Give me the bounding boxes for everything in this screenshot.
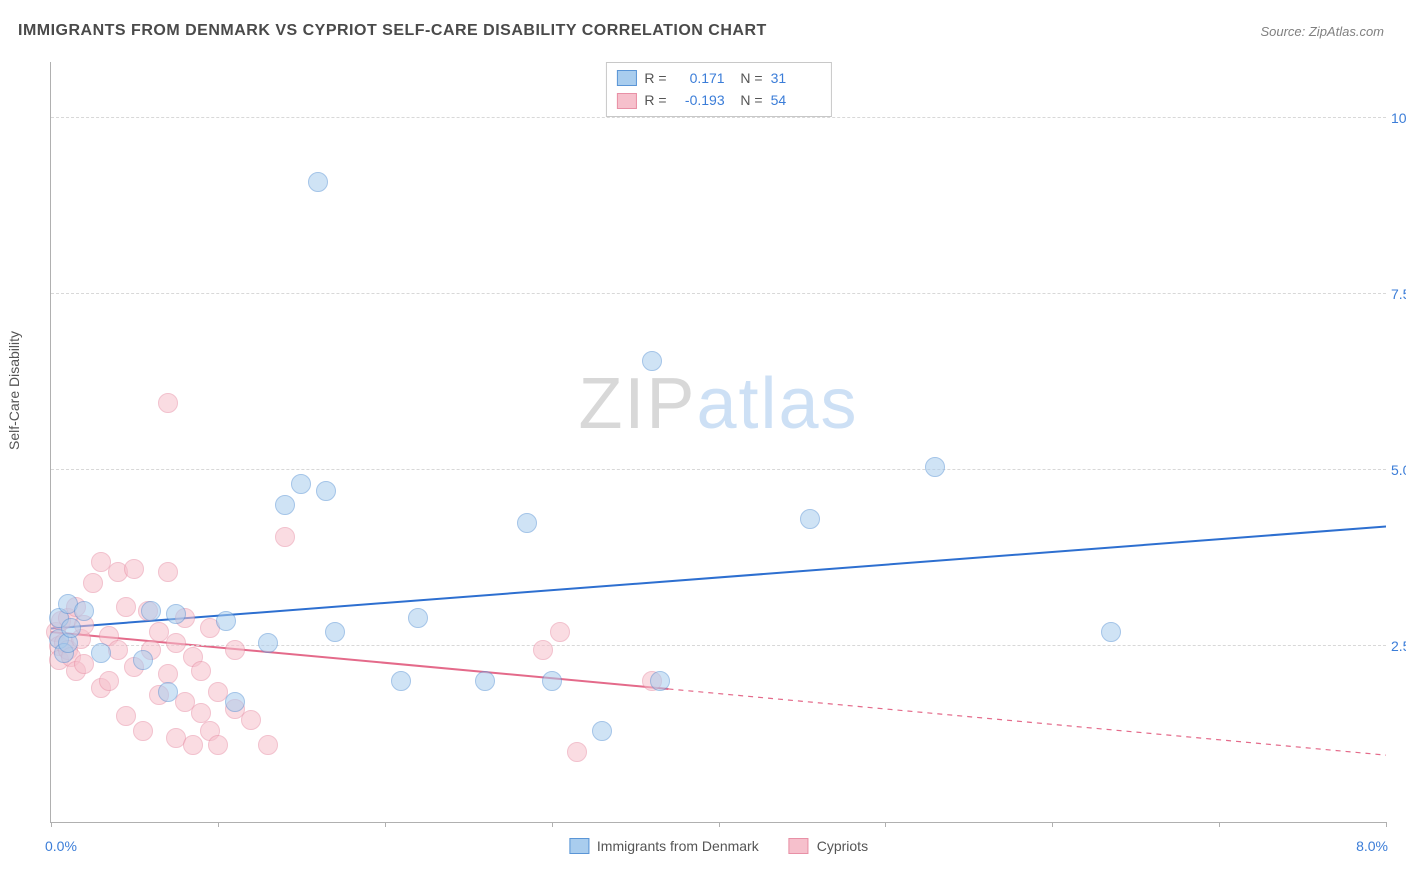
legend-row-series-1: R = -0.193 N = 54 [616,89,820,111]
data-point [316,481,336,501]
y-tick-label: 2.5% [1391,638,1406,654]
trend-line-dashed [668,689,1386,755]
legend-n-label-0: N = [733,67,763,89]
data-point [108,640,128,660]
x-tick [218,822,219,827]
legend-r-value-1: -0.193 [675,89,725,111]
x-tick [552,822,553,827]
gridline-h [51,645,1386,646]
data-point [475,671,495,691]
data-point [133,650,153,670]
data-point [542,671,562,691]
trend-lines [51,62,1386,822]
legend-r-label-0: R = [644,67,666,89]
data-point [183,735,203,755]
watermark-atlas: atlas [696,364,858,444]
data-point [408,608,428,628]
data-point [166,633,186,653]
data-point [225,640,245,660]
data-point [275,527,295,547]
x-origin-label: 0.0% [45,838,77,854]
legend-item-0: Immigrants from Denmark [569,838,759,854]
legend-row-series-0: R = 0.171 N = 31 [616,67,820,89]
legend-n-value-0: 31 [771,67,821,89]
x-tick [385,822,386,827]
data-point [166,604,186,624]
data-point [592,721,612,741]
data-point [391,671,411,691]
data-point [61,618,81,638]
data-point [800,509,820,529]
watermark-zip: ZIP [578,364,696,444]
data-point [1101,622,1121,642]
data-point [116,597,136,617]
x-tick [719,822,720,827]
x-tick [1219,822,1220,827]
x-tick [885,822,886,827]
gridline-h [51,293,1386,294]
legend-bottom-swatch-0 [569,838,589,854]
data-point [241,710,261,730]
data-point [158,682,178,702]
data-point [91,643,111,663]
gridline-h [51,117,1386,118]
data-point [325,622,345,642]
data-point [291,474,311,494]
data-point [74,601,94,621]
data-point [124,559,144,579]
y-tick-label: 5.0% [1391,462,1406,478]
data-point [141,601,161,621]
data-point [567,742,587,762]
plot-area: ZIPatlas R = 0.171 N = 31 R = -0.193 N =… [50,62,1386,823]
legend-item-1: Cypriots [789,838,868,854]
source-attribution: Source: ZipAtlas.com [1260,24,1384,39]
trend-line-solid [51,526,1386,628]
chart-title: IMMIGRANTS FROM DENMARK VS CYPRIOT SELF-… [18,22,767,40]
data-point [925,457,945,477]
legend-bottom-label-0: Immigrants from Denmark [597,838,759,854]
data-point [216,611,236,631]
legend-n-value-1: 54 [771,89,821,111]
data-point [258,735,278,755]
x-tick [1052,822,1053,827]
legend-swatch-0 [616,70,636,86]
y-tick-label: 10.0% [1391,110,1406,126]
y-tick-label: 7.5% [1391,286,1406,302]
data-point [191,661,211,681]
legend-n-label-1: N = [733,89,763,111]
data-point [99,671,119,691]
x-tick [51,822,52,827]
data-point [116,706,136,726]
correlation-legend: R = 0.171 N = 31 R = -0.193 N = 54 [605,62,831,117]
x-tick [1386,822,1387,827]
series-legend: Immigrants from Denmark Cypriots [569,838,868,854]
data-point [275,495,295,515]
data-point [517,513,537,533]
data-point [550,622,570,642]
legend-r-value-0: 0.171 [675,67,725,89]
gridline-h [51,469,1386,470]
legend-r-label-1: R = [644,89,666,111]
data-point [158,393,178,413]
data-point [208,735,228,755]
data-point [642,351,662,371]
data-point [258,633,278,653]
data-point [533,640,553,660]
y-axis-label: Self-Care Disability [6,331,22,450]
legend-swatch-1 [616,93,636,109]
watermark: ZIPatlas [578,363,858,445]
data-point [133,721,153,741]
data-point [158,562,178,582]
data-point [650,671,670,691]
data-point [225,692,245,712]
data-point [308,172,328,192]
x-max-label: 8.0% [1356,838,1388,854]
legend-bottom-label-1: Cypriots [817,838,868,854]
legend-bottom-swatch-1 [789,838,809,854]
data-point [83,573,103,593]
